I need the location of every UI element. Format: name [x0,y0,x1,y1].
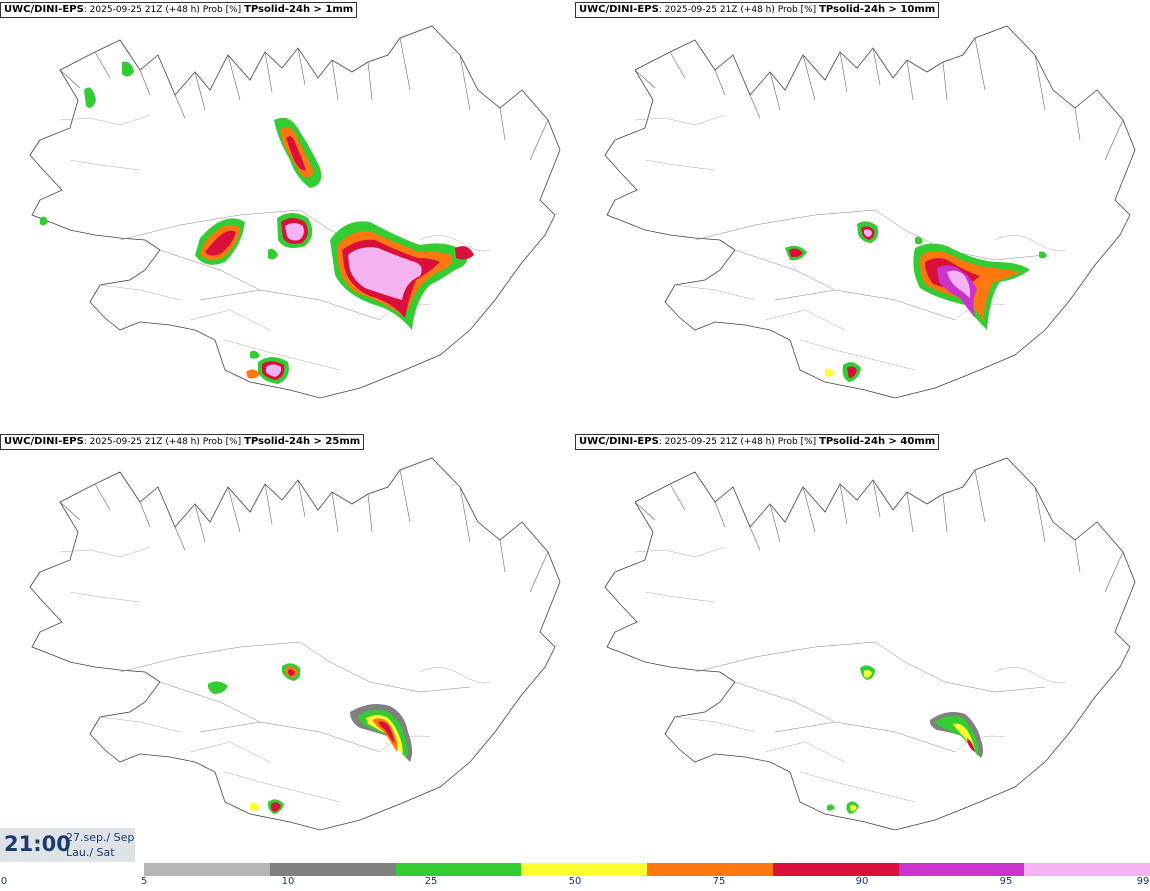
valid-day: Lau./ Sat [66,846,115,859]
panel-title: UWC/DINI-EPS: 2025-09-25 21Z (+48 h) Pro… [0,434,365,450]
map-panel-10mm: UWC/DINI-EPS: 2025-09-25 21Z (+48 h) Pro… [575,0,1150,432]
color-scale-tick-label: 90 [855,876,869,887]
variable-threshold: TPsolid-24h > 10mm [819,4,936,15]
valid-time-box: 21:00 27.sep./ Sep Lau./ Sat [0,828,135,862]
color-scale-tick-label: 25 [424,876,438,887]
panel-title: UWC/DINI-EPS: 2025-09-25 21Z (+48 h) Pro… [575,2,940,18]
run-meta: 2025-09-25 21Z (+48 h) Prob [%] [89,437,242,447]
color-scale-segment [772,863,899,876]
color-scale-segment [144,863,270,876]
valid-date: 27.sep./ Sep [66,831,135,844]
probability-field [785,221,1047,382]
color-scale-segment [269,863,396,876]
color-scale-bar [144,863,1150,876]
map-panel-25mm: UWC/DINI-EPS: 2025-09-25 21Z (+48 h) Pro… [0,432,575,864]
color-scale-segment [898,863,1025,876]
color-scale-tick-label: 95 [999,876,1013,887]
variable-threshold: TPsolid-24h > 1mm [244,4,354,15]
variable-threshold: TPsolid-24h > 40mm [819,436,936,447]
iceland-map [29,457,561,831]
model-source: UWC/DINI-EPS [579,436,659,447]
color-scale-segment [1024,863,1150,876]
run-meta: 2025-09-25 21Z (+48 h) Prob [%] [89,5,242,15]
model-source: UWC/DINI-EPS [579,4,659,15]
map-panel-1mm: UWC/DINI-EPS: 2025-09-25 21Z (+48 h) Pro… [0,0,575,432]
map-panel-40mm: UWC/DINI-EPS: 2025-09-25 21Z (+48 h) Pro… [575,432,1150,864]
run-meta: 2025-09-25 21Z (+48 h) Prob [%] [664,5,817,15]
iceland-map [29,25,561,399]
probability-field [827,665,983,814]
color-scale-tick-label: 0 [0,876,8,887]
iceland-map [604,25,1136,399]
iceland-map [604,457,1136,831]
probability-field [40,61,474,384]
color-scale-tick-label: 50 [568,876,582,887]
color-scale-ticks: 0 5 10 25 50 75 90 95 99 [0,876,1150,891]
color-scale-tick-label: 99 [1136,876,1150,887]
variable-threshold: TPsolid-24h > 25mm [244,436,361,447]
model-source: UWC/DINI-EPS [4,436,84,447]
color-scale-segment [647,863,773,876]
probability-field [207,663,413,814]
color-scale-tick-label: 5 [140,876,148,887]
color-scale-segment [521,863,647,876]
color-scale-tick-label: 75 [712,876,726,887]
model-source: UWC/DINI-EPS [4,4,84,15]
run-meta: 2025-09-25 21Z (+48 h) Prob [%] [664,437,817,447]
panel-title: UWC/DINI-EPS: 2025-09-25 21Z (+48 h) Pro… [575,434,940,450]
valid-time: 21:00 [4,832,71,856]
panel-title: UWC/DINI-EPS: 2025-09-25 21Z (+48 h) Pro… [0,2,358,18]
color-scale-tick-label: 10 [281,876,295,887]
color-scale-segment [395,863,522,876]
